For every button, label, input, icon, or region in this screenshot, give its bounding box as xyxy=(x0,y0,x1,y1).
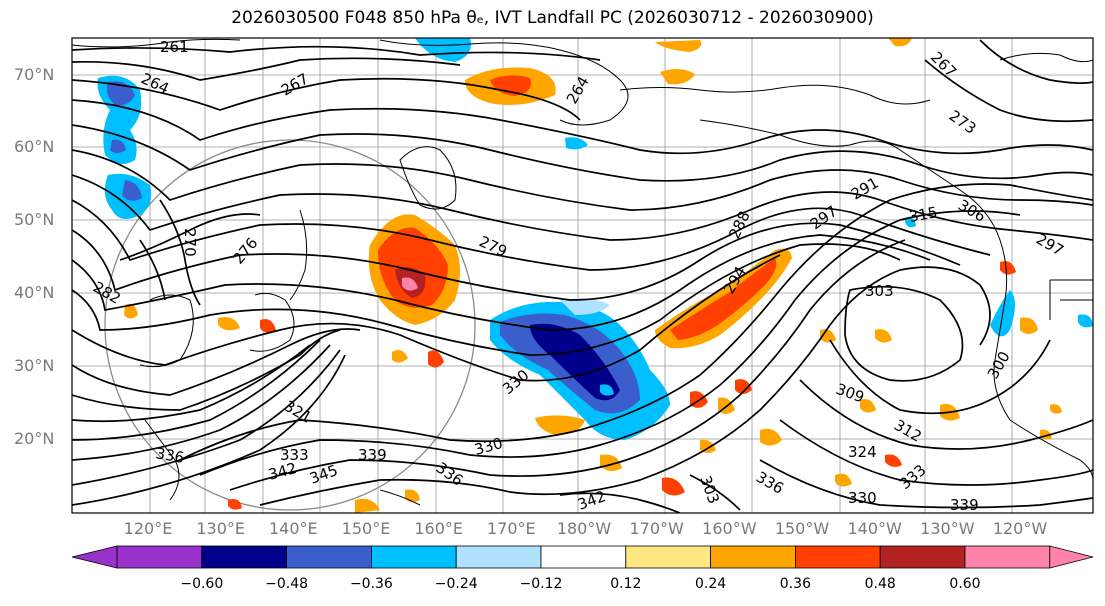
colorbar xyxy=(71,545,1094,569)
lat-label-60n: 60°N xyxy=(14,137,55,156)
contour-label: 315 xyxy=(908,203,939,226)
colorbar-segment xyxy=(455,545,542,569)
colorbar-segment xyxy=(370,545,457,569)
lon-label: 170°W xyxy=(629,519,684,538)
colorbar-tick: 0.12 xyxy=(610,576,642,592)
coastlines xyxy=(72,38,1093,506)
lat-label-50n: 50°N xyxy=(14,210,55,229)
colorbar-tick: 0.48 xyxy=(864,576,896,592)
colorbar-tick: −0.12 xyxy=(519,576,563,592)
lon-label: 160°E xyxy=(414,519,463,538)
lat-label-40n: 40°N xyxy=(14,283,55,302)
colorbar-tick: 0.36 xyxy=(779,576,811,592)
colorbar-tick: −0.48 xyxy=(265,576,309,592)
colorbar-segment xyxy=(1049,545,1094,569)
lon-label: 180°W xyxy=(556,519,612,538)
reference-circle xyxy=(104,139,476,511)
map-frame xyxy=(71,37,1094,514)
lon-label: 140°E xyxy=(269,519,318,538)
theta-e-contours xyxy=(72,39,1093,513)
contour-label: 330 xyxy=(848,489,877,507)
contour-label: 339 xyxy=(950,496,979,514)
colorbar-segment xyxy=(540,545,627,569)
contour-label: 261 xyxy=(160,38,189,56)
colorbar-segment xyxy=(116,545,203,569)
lon-label: 140°W xyxy=(847,519,902,538)
colorbar-segment xyxy=(795,545,881,569)
colorbar-tick: 0.24 xyxy=(695,576,727,592)
lon-label: 150°W xyxy=(774,519,830,538)
contour-label: 270 xyxy=(181,228,199,257)
contour-label: 324 xyxy=(848,443,877,461)
lon-label: 130°W xyxy=(920,519,975,538)
colorbar-tick: −0.36 xyxy=(349,576,393,592)
lon-label: 120°E xyxy=(123,519,173,538)
plot-title: 2026030500 F048 850 hPa θₑ, IVT Landfall… xyxy=(231,8,874,28)
colorbar-tick: 0.60 xyxy=(949,576,981,592)
colorbar-segment xyxy=(286,545,372,569)
contour-label: 336 xyxy=(154,444,185,467)
contour-label: 339 xyxy=(358,446,387,464)
lat-label-30n: 30°N xyxy=(14,356,55,375)
colorbar-segment xyxy=(879,545,966,569)
lat-label-70n: 70°N xyxy=(14,65,55,84)
lon-label: 150°E xyxy=(341,519,391,538)
lon-label: 160°W xyxy=(702,519,757,538)
lon-label: 120°W xyxy=(992,519,1048,538)
map-content: 261 264 267 264 267 273 270 276 279 282 … xyxy=(72,38,1093,514)
colorbar-segment xyxy=(625,545,711,569)
contour-label: 333 xyxy=(280,446,309,464)
colorbar-segment xyxy=(964,545,1051,569)
lon-label: 130°E xyxy=(196,519,245,538)
lat-label-20n: 20°N xyxy=(14,429,55,448)
lon-label: 170°E xyxy=(487,519,536,538)
colorbar-tick: −0.24 xyxy=(434,576,478,592)
map-background xyxy=(72,38,1093,513)
colorbar-segment xyxy=(71,545,118,569)
colorbar-segment xyxy=(201,545,288,569)
colorbar-tick: −0.60 xyxy=(180,576,224,592)
colorbar-segment xyxy=(710,545,796,569)
contour-label: 303 xyxy=(865,282,894,300)
